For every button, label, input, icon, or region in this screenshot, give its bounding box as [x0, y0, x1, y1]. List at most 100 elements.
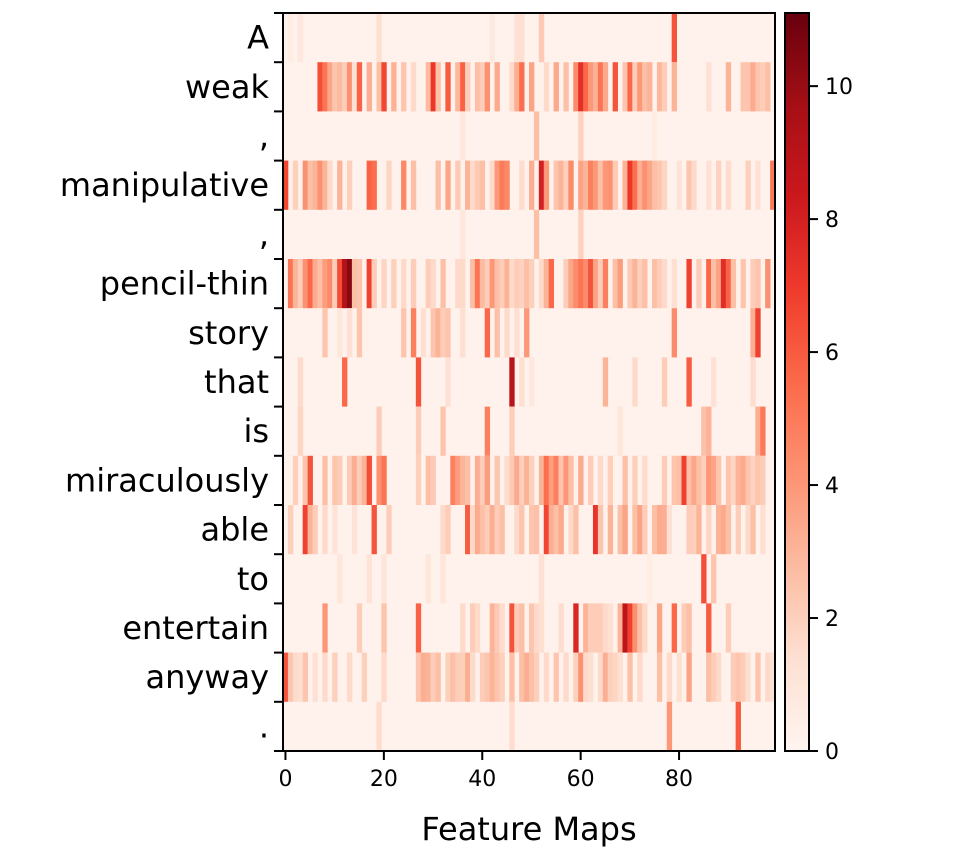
heatmap-cell	[750, 62, 756, 112]
heatmap-cell	[474, 603, 481, 654]
heatmap-cell	[455, 259, 461, 309]
heatmap-cell	[706, 160, 712, 211]
heatmap-cell	[504, 160, 510, 211]
heatmap-cell	[691, 455, 697, 506]
heatmap-cell	[342, 62, 348, 112]
heatmap-cell	[381, 652, 387, 703]
colorbar-tick-label: 8	[825, 208, 839, 233]
heatmap-cell	[509, 357, 515, 408]
heatmap-cell	[494, 603, 500, 654]
heatmap-cell	[632, 505, 638, 555]
heatmap-cell	[597, 505, 604, 555]
heatmap-cell	[765, 259, 771, 309]
heatmap-cell	[597, 160, 604, 211]
heatmap-cell	[386, 160, 392, 211]
heatmap-cell	[725, 160, 732, 211]
heatmap-cell	[529, 259, 535, 309]
heatmap-cell	[642, 259, 648, 309]
heatmap-cell	[514, 259, 520, 309]
heatmap-cell	[529, 603, 535, 654]
heatmap-cell	[440, 308, 446, 358]
row-label: manipulative	[60, 166, 269, 204]
heatmap-cell	[529, 62, 535, 112]
heatmap-cell	[287, 652, 294, 703]
heatmap-cell	[592, 603, 599, 654]
heatmap-cell	[524, 308, 530, 358]
heatmap-cell	[573, 62, 579, 112]
heatmap-cell	[342, 259, 348, 309]
heatmap-cell	[622, 160, 628, 211]
heatmap-cell	[607, 603, 614, 654]
heatmap-cell	[489, 652, 495, 703]
heatmap-cell	[745, 62, 751, 112]
heatmap-cell	[588, 455, 594, 506]
heatmap-cell	[425, 455, 431, 506]
heatmap-cell	[494, 62, 500, 112]
heatmap-cell	[602, 160, 609, 211]
heatmap-cell	[322, 505, 328, 555]
heatmap-cell	[543, 259, 550, 309]
heatmap-cell	[356, 308, 363, 358]
heatmap-cell	[514, 455, 520, 506]
heatmap-cell	[455, 62, 461, 112]
heatmap-cell	[460, 209, 466, 260]
heatmap-cell	[553, 160, 559, 211]
heatmap-cell	[474, 62, 481, 112]
x-axis: 0 20 40 60 80	[278, 751, 693, 792]
heatmap-cell	[371, 505, 377, 555]
heatmap-cell	[430, 652, 436, 703]
heatmap-cell	[755, 406, 761, 457]
heatmap-cell	[637, 603, 643, 654]
heatmap-cell	[602, 259, 609, 309]
row-background	[283, 406, 775, 457]
heatmap-cell	[652, 160, 658, 211]
heatmap-cell	[558, 455, 564, 506]
heatmap-cell	[553, 652, 559, 703]
heatmap-cell	[538, 554, 545, 604]
heatmap-cell	[479, 455, 486, 506]
heatmap-cell	[366, 554, 372, 604]
heatmap-cell	[627, 160, 633, 211]
heatmap-cell	[706, 652, 712, 703]
heatmap-cell	[671, 62, 677, 112]
heatmap-cell	[548, 259, 554, 309]
heatmap-cell	[371, 160, 377, 211]
heatmap-cell	[740, 652, 746, 703]
heatmap-cell	[312, 505, 318, 555]
heatmap-cell	[715, 652, 722, 703]
heatmap-cell	[543, 505, 550, 555]
heatmap-cell	[765, 652, 771, 703]
heatmap-cell	[297, 13, 304, 63]
heatmap-cell	[617, 652, 623, 703]
heatmap-cell	[563, 160, 569, 211]
heatmap-cell	[597, 652, 604, 703]
heatmap-cell	[750, 308, 756, 358]
heatmap-cell	[499, 259, 505, 309]
heatmap-cell	[568, 505, 574, 555]
heatmap-cell	[573, 505, 579, 555]
heatmap-cell	[504, 455, 510, 506]
heatmap-cell	[578, 652, 584, 703]
heatmap-cell	[292, 259, 299, 309]
heatmap-cell	[322, 160, 328, 211]
heatmap-cell	[573, 259, 579, 309]
heatmap-cell	[602, 62, 609, 112]
heatmap-cell	[578, 160, 584, 211]
heatmap-cell	[312, 652, 318, 703]
heatmap-cell	[346, 308, 353, 358]
heatmap-cell	[661, 455, 668, 506]
heatmap-cell	[691, 505, 697, 555]
heatmap-cell	[617, 603, 623, 654]
heatmap-cell	[755, 62, 761, 112]
row-label: .	[259, 707, 269, 745]
heatmap-cell	[474, 455, 481, 506]
heatmap-cell	[588, 603, 594, 654]
row-label: to	[237, 560, 269, 598]
heatmap-cell	[725, 505, 732, 555]
heatmap-cell	[563, 62, 569, 112]
heatmap-cell	[302, 259, 308, 309]
heatmap-cell	[465, 455, 471, 506]
heatmap-cell	[617, 259, 623, 309]
heatmap-cell	[652, 259, 658, 309]
